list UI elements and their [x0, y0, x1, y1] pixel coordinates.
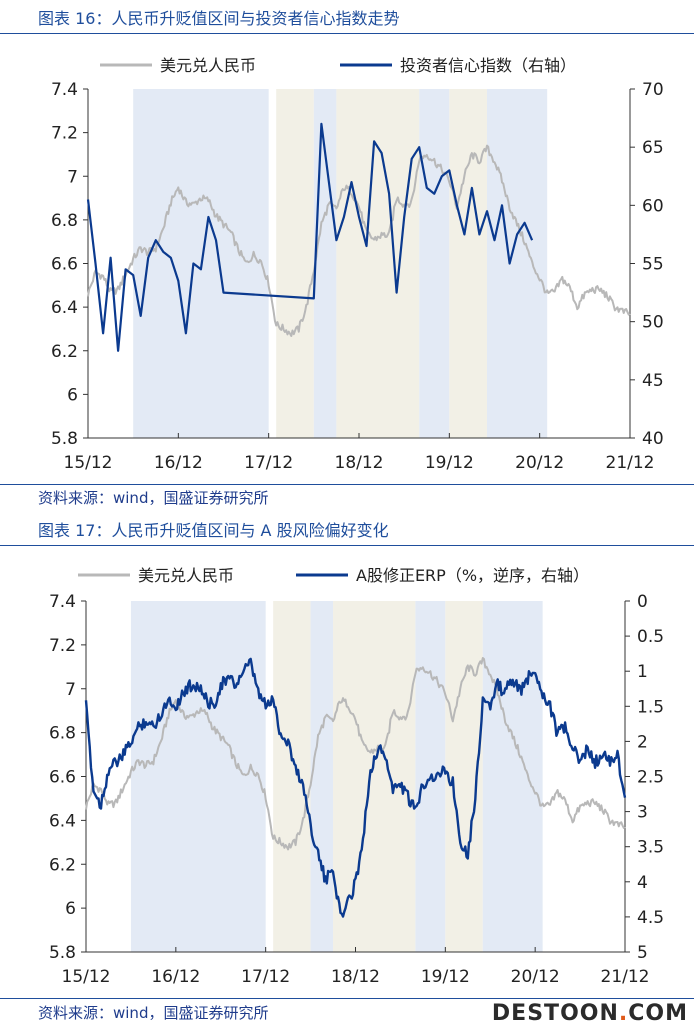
right-tick-label: 1.5 [637, 697, 664, 717]
left-tick-label: 6.6 [49, 768, 76, 788]
x-tick-label: 19/12 [425, 453, 474, 473]
right-tick-label: 4.5 [637, 908, 664, 928]
right-tick-label: 1 [637, 662, 648, 682]
left-tick-label: 7.2 [51, 124, 78, 144]
x-tick-label: 16/12 [154, 453, 203, 473]
left-tick-label: 6.4 [49, 811, 76, 831]
figure-17-title: 图表 17：人民币升贬值区间与 A 股风险偏好变化 [0, 516, 694, 546]
right-tick-label: 4 [637, 873, 648, 893]
shaded-period-2 [273, 601, 311, 952]
shaded-period-7 [486, 89, 548, 438]
legend-label-2: 投资者信心指数（右轴） [400, 56, 576, 75]
left-tick-label: 6.6 [51, 255, 78, 275]
x-tick-label: 16/12 [151, 967, 200, 987]
right-tick-label: 40 [642, 429, 664, 449]
left-tick-label: 6.8 [49, 724, 76, 744]
x-tick-label: 18/12 [335, 453, 384, 473]
legend-label-1: 美元兑人民币 [160, 56, 256, 75]
left-tick-label: 7.2 [49, 636, 76, 656]
x-tick-label: 20/12 [515, 453, 564, 473]
right-tick-label: 50 [642, 313, 664, 333]
series-line-2 [86, 122, 534, 352]
series-line-1 [87, 144, 631, 337]
shaded-period-7 [482, 601, 543, 952]
legend-label-2: A股修正ERP（%，逆序，右轴） [356, 566, 589, 585]
figure-16-source: 资料来源：wind，国盛证券研究所 [38, 489, 269, 507]
left-tick-label: 7 [67, 167, 78, 187]
x-tick-label: 15/12 [62, 967, 111, 987]
shaded-period-1 [130, 601, 266, 952]
shaded-period-3 [313, 89, 337, 438]
left-tick-label: 6.2 [49, 855, 76, 875]
x-tick-label: 17/12 [241, 967, 290, 987]
x-tick-label: 15/12 [64, 453, 113, 473]
title-rule [0, 33, 694, 34]
right-tick-label: 3 [637, 803, 648, 823]
right-tick-label: 2 [637, 732, 648, 752]
left-tick-label: 6.4 [51, 298, 78, 318]
right-tick-label: 0 [637, 592, 648, 612]
shaded-period-4 [333, 601, 416, 952]
legend-label-1: 美元兑人民币 [138, 566, 234, 585]
left-tick-label: 6 [65, 899, 76, 919]
right-tick-label: 0.5 [637, 627, 664, 647]
source-rule [0, 998, 694, 999]
left-tick-label: 7.4 [49, 592, 76, 612]
figure-17-source: 资料来源：wind，国盛证券研究所 [38, 1004, 269, 1022]
right-tick-label: 55 [642, 255, 664, 275]
left-tick-label: 7.4 [51, 80, 78, 100]
shaded-period-3 [310, 601, 334, 952]
shaded-period-5 [419, 89, 450, 438]
x-tick-label: 19/12 [421, 967, 470, 987]
watermark-logo: DESTOON.COM [491, 1001, 688, 1026]
title-rule [0, 545, 694, 546]
left-tick-label: 6.2 [51, 342, 78, 362]
series-line-2 [84, 657, 627, 918]
x-tick-label: 21/12 [606, 453, 655, 473]
figure-16-title: 图表 16：人民币升贬值区间与投资者信心指数走势 [0, 4, 694, 34]
right-tick-label: 3.5 [637, 838, 664, 858]
chart-equity-risk-premium: 7.4 7.2 7 6.8 6.6 6.4 6.2 6 5.8 0 0.5 1 1.5 2 2.5 3 3.5 4… [49, 566, 664, 987]
left-tick-label: 7 [65, 680, 76, 700]
left-tick-label: 5.8 [51, 429, 78, 449]
series-line-1 [85, 657, 626, 851]
right-tick-label: 2.5 [637, 768, 664, 788]
chart-investor-confidence: 7.4 7.2 7 6.8 6.6 6.4 6.2 6 5.8 70 65 60 55 50 45 40 15/… [51, 56, 664, 473]
left-tick-label: 6 [67, 385, 78, 405]
x-tick-label: 21/12 [601, 967, 650, 987]
left-tick-label: 5.8 [49, 943, 76, 963]
shaded-period-6 [449, 89, 487, 438]
shaded-period-2 [276, 89, 314, 438]
x-tick-label: 18/12 [331, 967, 380, 987]
shaded-period-4 [336, 89, 420, 438]
right-tick-label: 45 [642, 371, 664, 391]
source-rule [0, 484, 694, 485]
right-tick-label: 60 [642, 196, 664, 216]
right-tick-label: 5 [637, 943, 648, 963]
x-tick-label: 20/12 [511, 967, 560, 987]
right-tick-label: 65 [642, 138, 664, 158]
left-tick-label: 6.8 [51, 211, 78, 231]
x-tick-label: 17/12 [244, 453, 293, 473]
right-tick-label: 70 [642, 80, 664, 100]
